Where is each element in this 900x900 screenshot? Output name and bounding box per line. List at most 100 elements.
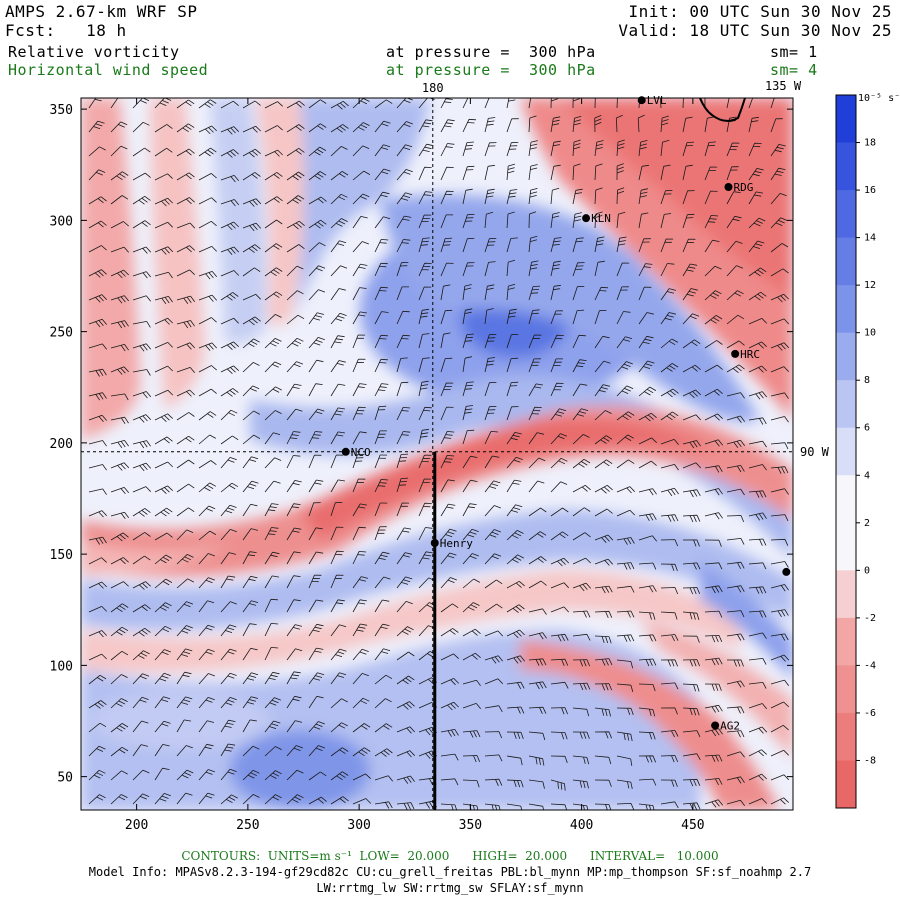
wind-barb [286, 480, 302, 493]
wind-barb [660, 288, 677, 301]
wind-barb [352, 526, 366, 541]
valid-time: Valid: 18 UTC Sun 30 Nov 25 [618, 21, 892, 40]
colorbar-label: 14 [864, 233, 876, 244]
wind-barb [352, 623, 368, 637]
wind-barb [264, 623, 279, 637]
wind-barb [638, 488, 657, 496]
wind-barb [748, 417, 767, 425]
wind-barb [374, 801, 393, 809]
wind-barb [638, 238, 651, 253]
wind-barb [594, 683, 613, 691]
wind-barb [462, 628, 481, 637]
colorbar-segment [836, 522, 856, 571]
wind-barb [550, 237, 562, 253]
wind-barb [330, 193, 348, 205]
wind-barb [748, 703, 768, 710]
wind-barb [748, 98, 754, 109]
wind-barb [726, 142, 740, 157]
wind-barb [462, 188, 473, 205]
wind-barb [308, 771, 327, 781]
wind-barb [374, 311, 389, 325]
wind-barb [572, 115, 582, 133]
wind-barb [330, 672, 347, 685]
station-dot [711, 721, 720, 730]
wind-barb [638, 140, 648, 157]
wind-barb [726, 538, 745, 545]
wind-barb [198, 220, 217, 229]
wind-barb [176, 172, 195, 181]
wind-barb [616, 163, 624, 181]
wind-barb [462, 730, 481, 738]
wind-barb [528, 706, 547, 714]
wind-barb [704, 728, 723, 737]
wind-barb [748, 464, 767, 471]
wind-barb [770, 633, 789, 641]
wind-barb [132, 246, 151, 254]
wind-barb [132, 343, 152, 352]
wind-barb [704, 190, 718, 205]
wind-barb [374, 383, 389, 397]
wind-barb [682, 539, 700, 547]
wind-barb [682, 414, 701, 421]
wind-barb [374, 526, 387, 541]
station-label: Henry [440, 537, 473, 550]
wind-barb [528, 211, 537, 229]
wind-barb [132, 627, 151, 637]
x-tick-label: 300 [347, 818, 370, 833]
colorbar-segment [836, 665, 856, 714]
wind-barb [572, 212, 582, 229]
wind-barb [220, 365, 239, 374]
wind-barb [550, 433, 568, 445]
wind-barb [264, 503, 279, 517]
wind-barb [176, 435, 195, 445]
wind-barb [308, 431, 323, 445]
wind-barb [396, 601, 413, 613]
wind-barb [770, 584, 789, 592]
wind-barb [682, 213, 695, 229]
wind-barb [682, 683, 700, 692]
wind-barb [660, 115, 669, 133]
station-dot [731, 349, 740, 358]
wind-barb [308, 647, 324, 661]
wind-barb [704, 488, 723, 496]
wind-barb [660, 587, 679, 595]
wind-barb [594, 410, 612, 421]
wind-barb [484, 778, 503, 786]
wind-barb [462, 284, 472, 301]
wind-barb [286, 361, 304, 373]
wind-barb [352, 98, 370, 109]
wind-barb [88, 794, 106, 805]
wind-barb [726, 610, 745, 618]
wind-barb [308, 454, 322, 469]
meridian-label-135w: 135 W [765, 79, 802, 93]
wind-barb [110, 650, 129, 661]
wind-barb [616, 683, 634, 693]
wind-barb [594, 658, 613, 666]
wind-barb [198, 434, 216, 445]
wind-barb [770, 268, 789, 277]
wind-barb [440, 753, 459, 761]
wind-barb [220, 552, 237, 565]
wind-barb [726, 751, 745, 758]
wind-barb [682, 190, 695, 205]
wind-barb [682, 364, 701, 373]
wind-barb [154, 461, 173, 469]
wind-barb [242, 222, 262, 232]
wind-barb [440, 190, 454, 205]
wind-barb [286, 695, 302, 709]
wind-barb [308, 479, 324, 493]
wind-barb [88, 245, 107, 253]
wind-barb [682, 389, 701, 399]
wind-barb [374, 502, 388, 517]
wind-barb [88, 220, 107, 229]
wind-barb [594, 98, 596, 109]
wind-barb [484, 480, 501, 493]
wind-barb [440, 406, 454, 421]
wind-barb [462, 455, 478, 469]
wind-barb [462, 214, 475, 229]
wind-barb [440, 653, 459, 661]
wind-barb [440, 603, 459, 613]
wind-barb [572, 682, 591, 691]
wind-barb [418, 454, 432, 469]
wind-barb [176, 197, 195, 205]
